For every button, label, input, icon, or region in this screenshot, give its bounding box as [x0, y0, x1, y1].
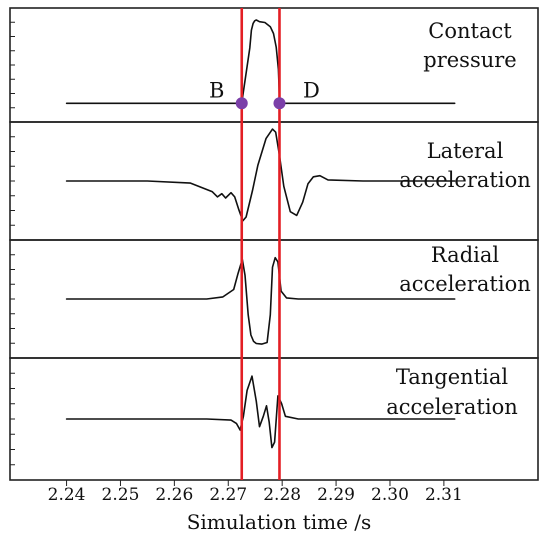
x-tick-label: 2.29 [317, 485, 355, 505]
x-tick-label: 2.26 [155, 485, 193, 505]
signal-trace [65, 256, 456, 345]
marker-point [235, 97, 248, 110]
marker-label: D [303, 78, 320, 102]
panel-title: Contact [428, 19, 512, 43]
x-tick-label: 2.31 [425, 485, 463, 505]
marker-label: B [209, 78, 224, 102]
panel-title: Tangential [396, 365, 508, 389]
signal-trace [65, 128, 456, 222]
panel-title: acceleration [386, 395, 518, 419]
signal-trace [65, 19, 456, 105]
x-tick-label: 2.28 [263, 485, 301, 505]
x-tick-label: 2.30 [371, 485, 409, 505]
panel-title: pressure [423, 48, 516, 72]
panel-title: Radial [431, 243, 499, 267]
x-tick-label: 2.27 [209, 485, 247, 505]
x-tick-label: 2.25 [102, 485, 140, 505]
x-axis-label: Simulation time /s [187, 510, 372, 534]
marker-point [273, 97, 286, 110]
panel-title: acceleration [399, 272, 531, 296]
panel-title: Lateral [427, 139, 504, 163]
signal-trace [65, 375, 456, 449]
x-tick-label: 2.24 [48, 485, 86, 505]
panel-title: acceleration [399, 168, 531, 192]
